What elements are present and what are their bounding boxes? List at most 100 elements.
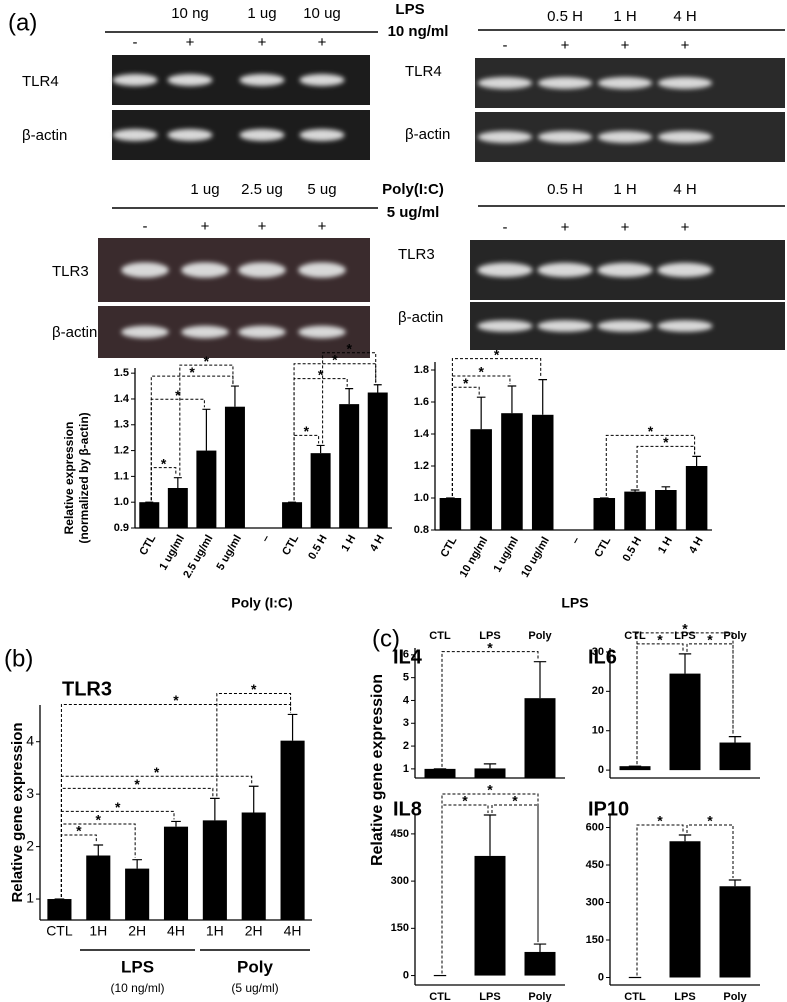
treatment-label: + [681,37,690,54]
gel-band [597,320,653,332]
significance-label: * [494,346,500,362]
x-tick-label: CTL [624,630,646,642]
gel-band [537,262,593,278]
stimulus-dose: 5 ug/ml [387,204,440,221]
significance-label: * [648,423,654,439]
gel-band [477,320,533,332]
gel-row-label: β-actin [52,324,97,341]
condition-label: 10 ug [303,5,341,22]
error-bar [173,477,182,488]
x-tick-label: 1 H [339,533,358,554]
treatment-label: - [143,218,148,235]
bar [241,812,266,920]
x-tick-label: CTL [592,535,613,560]
significance-label: * [332,351,338,367]
y-tick-label: 1.2 [414,460,429,472]
error-bar [93,844,104,856]
gel-band [181,262,229,278]
significance-bracket [441,793,539,974]
gel-band [537,320,593,332]
gel-band [167,129,213,141]
bar [524,698,556,778]
bar [524,951,556,976]
y-tick-label: 0.9 [114,522,129,534]
significance-label: * [304,423,310,439]
x-tick-label: 4H [284,923,302,939]
gel-band [167,74,213,86]
significance-label: * [251,681,257,697]
significance-label: * [462,793,468,809]
significance-label: * [657,813,663,829]
treatment-label: - [133,34,138,51]
y-tick-label: 4 [403,694,410,706]
significance-bracket [605,434,696,496]
significance-bracket [293,363,377,501]
significance-label: * [487,782,493,798]
error-bar [230,385,239,407]
x-tick-label: 2H [128,923,146,939]
gel-band [657,320,713,332]
gel-band [597,131,653,143]
significance-bracket [636,824,684,976]
x-tick-label: 1H [206,923,224,939]
significance-bracket [636,445,696,488]
gel-band [537,77,593,89]
error-bar [171,820,181,827]
significance-bracket [451,358,542,496]
significance-bracket [150,375,234,501]
x-tick-label: 1 H [656,535,675,556]
treatment-label: + [318,34,327,51]
error-bar [210,797,220,821]
chart-title: TLR3 [62,678,112,700]
y-axis-label: Relative gene expression [9,722,26,902]
group-label: Poly [237,957,273,976]
y-tick-label: 1.5 [114,367,129,379]
bar [669,673,701,771]
significance-label: * [134,776,140,792]
significance-label: * [115,799,121,815]
bar [339,404,360,528]
y-tick-label: 0 [598,764,604,776]
gel-band [298,262,346,278]
significance-label: * [161,455,167,471]
bar [163,826,189,920]
bar [593,498,616,530]
condition-label: 0.5 H [547,181,583,198]
y-axis-label: (normalized by β-actin) [77,412,91,543]
bar [719,742,751,771]
y-tick-label: 1 [403,763,409,775]
significance-label: * [76,823,82,839]
stimulus-agent: LPS [395,1,424,18]
condition-label: 1 ug [190,181,219,198]
bar [282,502,303,528]
error-bar [533,661,547,699]
x-tick-label: 4H [167,923,185,939]
x-tick-label: – [569,535,582,546]
y-tick-label: 1.8 [414,364,429,376]
x-tick-label: 0.5 H [306,533,330,562]
x-tick-label: Poly [723,630,747,642]
bar [474,768,506,778]
x-tick-label: 1 ug/ml [157,533,187,572]
y-tick-label: 0 [598,971,604,983]
error-bar [661,486,671,490]
gel-band [477,131,533,143]
bar [655,490,677,530]
y-tick-label: 5 [403,672,409,684]
error-bar [476,396,486,430]
y-tick-label: 1.0 [414,492,429,504]
bar [719,886,751,978]
y-tick-label: 0.8 [414,524,429,536]
x-tick-label: LPS [479,991,500,1002]
error-bar [483,763,497,769]
x-tick-label: 5 ug/ml [214,533,244,572]
y-tick-label: 600 [586,821,604,833]
y-tick-label: 1.0 [114,496,129,508]
gel-band [121,262,169,278]
significance-label: * [463,375,469,391]
treatment-label: + [258,218,267,235]
error-bar [483,814,497,856]
x-tick-label: 10 ng/ml [458,535,491,580]
gel-row-label: TLR3 [398,246,435,263]
